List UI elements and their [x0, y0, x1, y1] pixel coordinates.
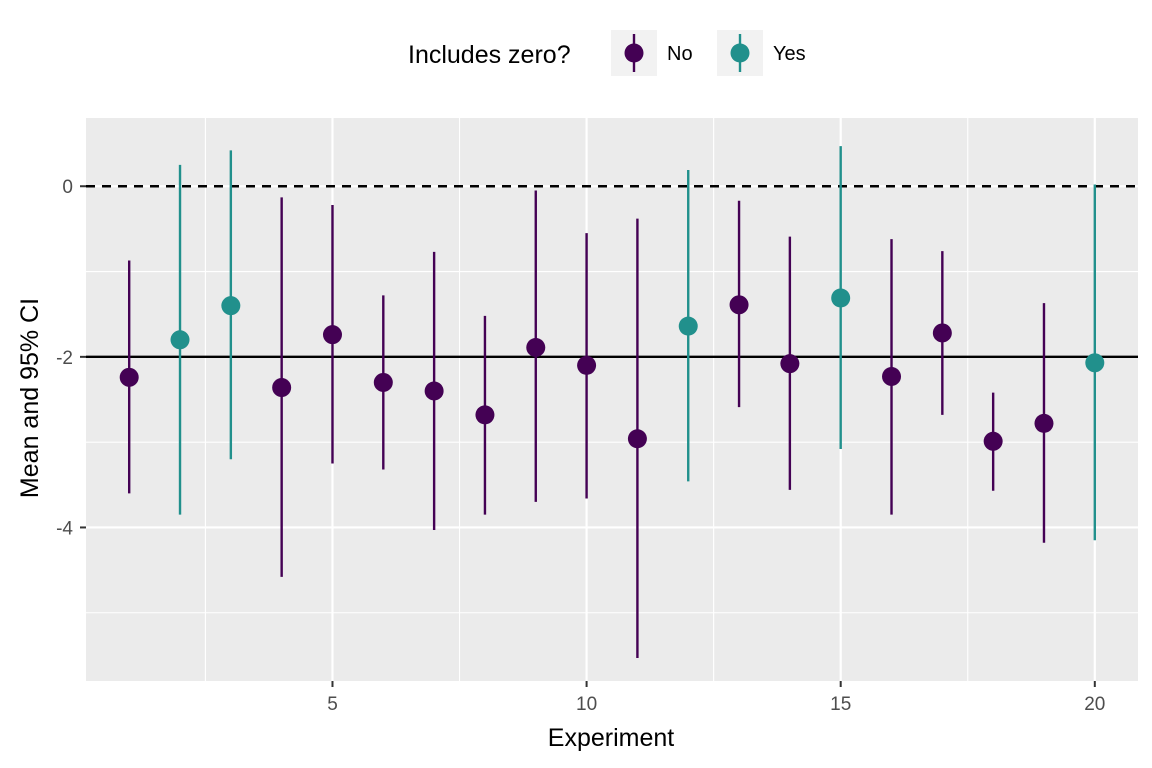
- mean-point: [627, 429, 647, 449]
- y-axis-title: Mean and 95% CI: [16, 298, 44, 498]
- legend-label: No: [667, 43, 693, 65]
- mean-point: [272, 378, 292, 398]
- legend-key-point: [730, 43, 750, 63]
- mean-point: [424, 381, 444, 401]
- legend-entries: No Yes: [611, 30, 806, 76]
- mean-point: [983, 431, 1003, 451]
- mean-point: [577, 355, 597, 375]
- x-tick-label: 20: [1084, 694, 1105, 715]
- mean-point: [170, 330, 190, 350]
- x-tick-label: 5: [327, 694, 338, 715]
- legend-key-point: [624, 43, 644, 63]
- legend-entry-no: No: [611, 30, 693, 76]
- mean-point: [1034, 413, 1054, 433]
- plot-panel: [86, 118, 1138, 681]
- mean-point: [831, 288, 851, 308]
- mean-point: [780, 354, 800, 374]
- x-tick-label: 10: [576, 694, 597, 715]
- y-axis: 0 -2 -4: [56, 177, 86, 539]
- y-tick-label: -4: [56, 518, 73, 539]
- mean-point: [526, 337, 546, 357]
- x-tick-label: 15: [830, 694, 851, 715]
- legend: Includes zero? No Yes: [408, 30, 806, 76]
- x-axis: 5 10 15 20: [327, 681, 1105, 715]
- legend-title: Includes zero?: [408, 41, 571, 69]
- mean-point: [322, 325, 342, 345]
- mean-point: [932, 323, 952, 343]
- mean-point: [1085, 353, 1105, 373]
- y-tick-label: -2: [56, 348, 73, 369]
- legend-label: Yes: [773, 43, 806, 65]
- mean-point: [119, 367, 139, 387]
- mean-point: [678, 316, 698, 336]
- x-axis-title: Experiment: [548, 724, 674, 752]
- mean-point: [373, 372, 393, 392]
- y-tick-label: 0: [62, 177, 73, 198]
- mean-point: [475, 405, 495, 425]
- legend-entry-yes: Yes: [717, 30, 806, 76]
- mean-point: [882, 366, 902, 386]
- grid-minor: [86, 118, 1138, 681]
- reference-lines: [86, 185, 1138, 359]
- mean-point: [221, 296, 241, 316]
- data-series: [119, 146, 1105, 658]
- mean-point: [729, 295, 749, 315]
